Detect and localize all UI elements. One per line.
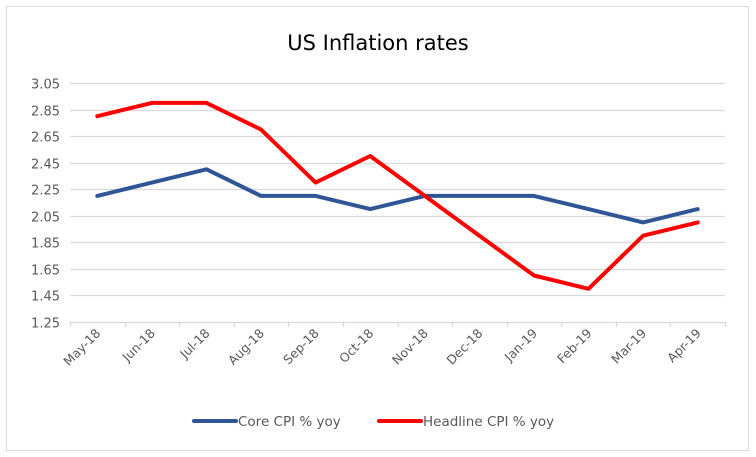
legend: Core CPI % yoy Headline CPI % yoy (192, 414, 554, 430)
chart-border (6, 6, 749, 451)
legend-item: Core CPI % yoy (192, 414, 341, 430)
legend-label: Headline CPI % yoy (423, 414, 554, 430)
y-tick-label: 2.85 (31, 105, 60, 120)
legend-item: Headline CPI % yoy (377, 414, 554, 430)
legend-label: Core CPI % yoy (238, 414, 341, 430)
series-line (95, 167, 700, 225)
y-tick-label: 2.45 (31, 158, 60, 173)
y-tick-label: 1.45 (31, 290, 60, 305)
y-axis-ticks: 3.05 2.85 2.65 2.45 2.25 2.05 1.85 1.65 1.45 1.25 (31, 78, 60, 332)
y-tick-label: 1.85 (31, 237, 60, 252)
series-lines (95, 100, 700, 291)
y-tick-label: 1.25 (31, 317, 60, 332)
y-tick-label: 1.65 (31, 264, 60, 279)
series-line (95, 100, 700, 291)
y-tick-label: 2.65 (31, 131, 60, 146)
y-tick-label: 2.25 (31, 184, 60, 199)
y-tick-label: 3.05 (31, 78, 60, 93)
chart-title: US Inflation rates (287, 31, 468, 55)
y-tick-label: 2.05 (31, 211, 60, 226)
gridlines (70, 82, 725, 297)
series-headline-cpi (95, 100, 700, 291)
